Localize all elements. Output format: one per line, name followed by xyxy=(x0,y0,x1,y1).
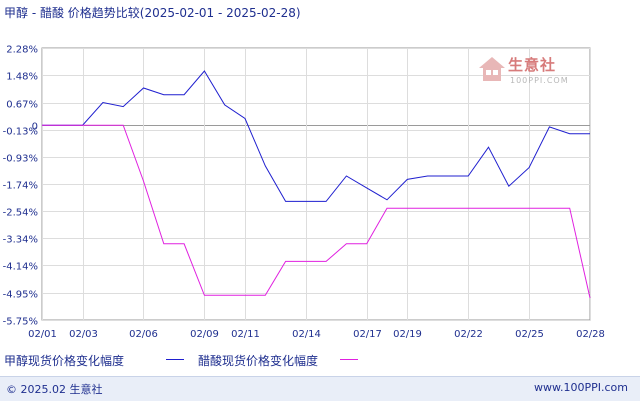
x-tick-label: 02/22 xyxy=(454,329,483,340)
logo-url: 100PPI.COM xyxy=(510,76,569,85)
site-logo: 生意社 100PPI.COM xyxy=(478,52,578,92)
x-tick-label: 02/06 xyxy=(129,329,158,340)
y-tick-label: -3.34% xyxy=(3,235,38,246)
x-tick-label: 02/19 xyxy=(393,329,422,340)
x-tick-label: 02/14 xyxy=(292,329,321,340)
x-tick-label: 02/28 xyxy=(576,329,605,340)
legend-label-methanol: 甲醇现货价格变化幅度 xyxy=(4,354,125,368)
logo-text: 生意社 xyxy=(508,56,557,74)
legend-label-acetic-acid: 醋酸现货价格变化幅度 xyxy=(198,354,319,368)
axis-labels: 2.28% 1.48% 0.67% 0-0.13% -0.93% -1.74% -2.54%… xyxy=(3,45,605,341)
x-tick-label: 02/03 xyxy=(69,329,98,340)
y-tick-label: -0.93% xyxy=(3,154,38,165)
y-tick-label: -5.75% xyxy=(3,317,38,328)
y-tick-label: -0.13% xyxy=(3,127,38,138)
series-lines xyxy=(42,70,591,299)
y-tick-label: -4.14% xyxy=(3,262,38,273)
y-tick-label: 0.67% xyxy=(6,100,38,111)
y-tick-label: -4.95% xyxy=(3,290,38,301)
legend-swatch-acetic-acid xyxy=(340,359,358,360)
legend-swatch-methanol xyxy=(166,359,184,360)
series-line-methanol xyxy=(42,70,590,202)
site-link[interactable]: www.100PPI.com xyxy=(534,381,628,394)
chart-title: 甲醇 - 醋酸 价格趋势比较(2025-02-01 - 2025-02-28) xyxy=(4,6,301,20)
x-tick-label: 02/25 xyxy=(515,329,544,340)
grid xyxy=(41,47,591,321)
x-tick-label: 02/09 xyxy=(190,329,219,340)
y-tick-label: 2.28% xyxy=(6,45,38,56)
footer: © 2025.02 生意社 www.100PPI.com xyxy=(0,376,640,401)
y-tick-label: 0 xyxy=(32,122,38,133)
y-tick-label: -1.74% xyxy=(3,181,38,192)
y-tick-label: 1.48% xyxy=(6,72,38,83)
house-icon xyxy=(479,57,505,81)
x-tick-label: 02/17 xyxy=(353,329,382,340)
y-tick-label: -2.54% xyxy=(3,208,38,219)
series-line-acetic-acid xyxy=(42,124,591,299)
x-tick-label: 02/11 xyxy=(231,329,260,340)
copyright: © 2025.02 生意社 xyxy=(6,383,103,396)
x-tick-label: 02/01 xyxy=(28,329,57,340)
